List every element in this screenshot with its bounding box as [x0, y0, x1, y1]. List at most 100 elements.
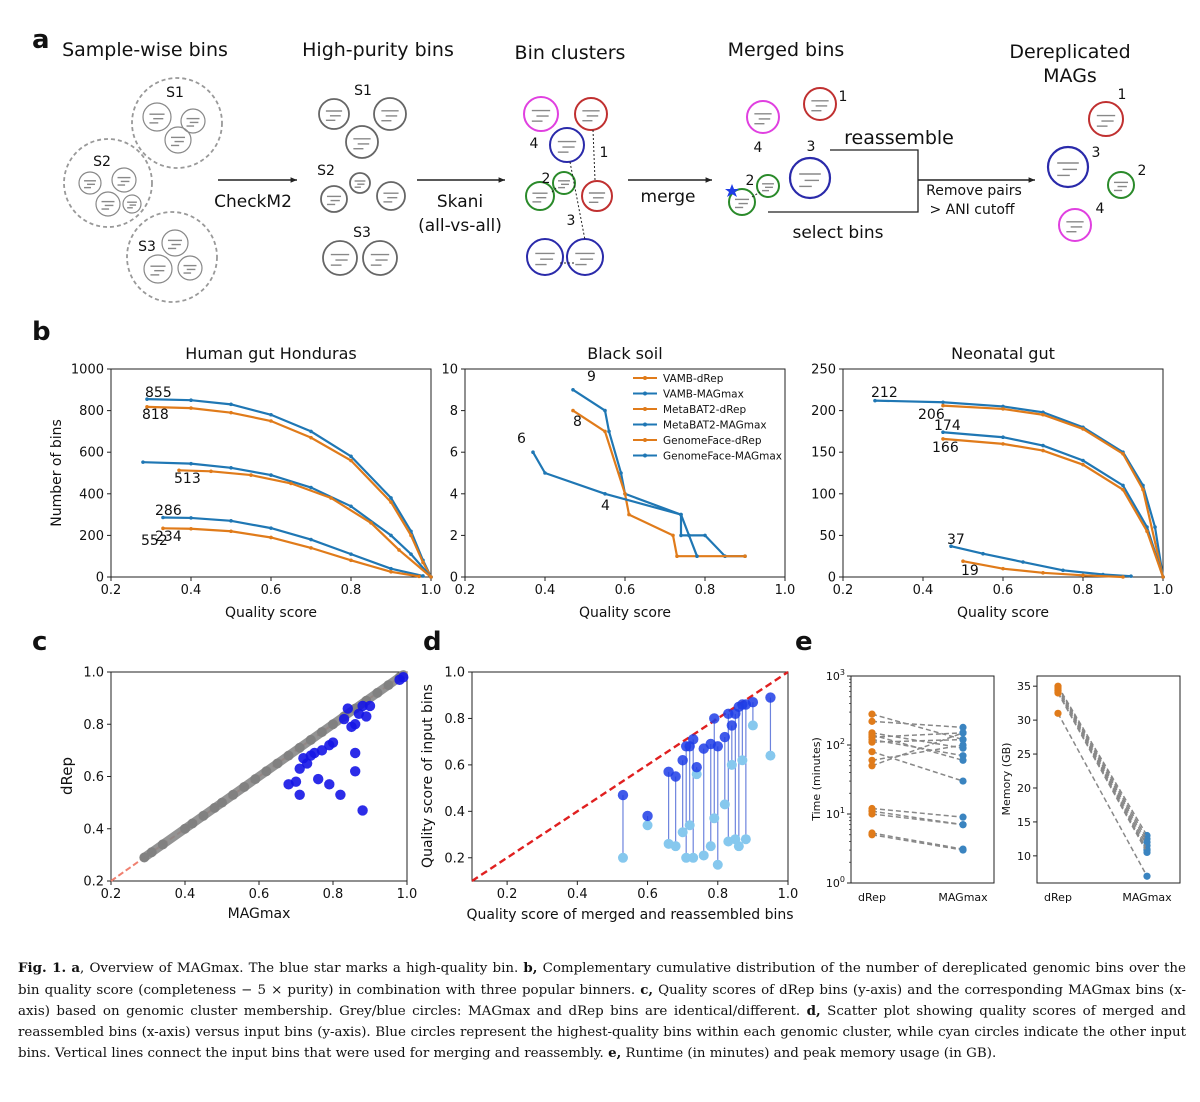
series-point-MetaBAT2-dRep	[1161, 575, 1165, 579]
series-point-MetaBAT2-MAGmax	[189, 461, 193, 466]
series-point-GenomeFace-dRep	[309, 546, 313, 550]
memory-pair-line	[1057, 685, 1148, 836]
point-identical	[272, 758, 283, 769]
series-point-VAMB-dRep	[229, 410, 233, 415]
bin-circle	[549, 127, 585, 163]
series-point-VAMB-MAGmax	[145, 397, 149, 401]
bin	[349, 172, 371, 194]
time-pair-line	[871, 732, 964, 749]
time-point-drep	[868, 710, 876, 718]
series-point-GenomeFace-MAGmax	[949, 544, 953, 549]
y-tick-label: 0.8	[444, 712, 465, 727]
series-point-GenomeFace-dRep	[961, 559, 965, 563]
mag-bin-green	[1107, 171, 1135, 199]
series-point-GenomeFace-MAGmax	[1061, 568, 1065, 573]
subplot-title-b-1: Black soil	[587, 344, 662, 363]
annotation-b2-1: 206	[918, 407, 945, 423]
series-point-MetaBAT2-MAGmax	[229, 466, 233, 470]
series-point-VAMB-MAGmax	[703, 533, 707, 538]
series-point-VAMB-dRep	[571, 408, 575, 413]
legend-label-VAMB-dRep: VAMB-dRep	[663, 373, 724, 385]
point-different	[350, 766, 361, 777]
caption-part-e-text: Runtime (in minutes) and peak memory usa…	[621, 1046, 997, 1061]
arrow-head	[290, 177, 297, 183]
cluster-bin-pink	[523, 96, 559, 132]
y-tick-label: 0	[96, 571, 104, 586]
bin-circle	[523, 96, 559, 132]
point-other-input	[712, 859, 723, 870]
panel-a: a Sample-wise bins High-purity bins Bin clu…	[32, 25, 1146, 303]
point-identical	[239, 781, 250, 792]
bin-circle	[143, 254, 173, 284]
bin-circle	[373, 97, 407, 131]
point-identical	[383, 680, 394, 691]
stage-label-mags: MAGs	[1043, 65, 1097, 87]
series-point-MetaBAT2-dRep	[209, 469, 213, 474]
series-point-VAMB-dRep	[1001, 407, 1005, 411]
x-tick-label: 0.4	[175, 887, 196, 902]
merged-bin-green-2	[756, 174, 780, 198]
annotation-b1-1: 8	[573, 414, 582, 430]
series-point-MetaBAT2-dRep	[397, 548, 401, 552]
y-tick-label: 10	[441, 363, 458, 378]
series-line-MetaBAT2-dRep	[178, 469, 432, 578]
point-different	[290, 776, 302, 787]
y-tick-label: 0.4	[83, 822, 104, 837]
y-tick-label: 800	[79, 404, 104, 419]
x-tick-label: 0.2	[833, 583, 854, 598]
bin	[320, 185, 348, 213]
panel-e-letter: e	[795, 627, 813, 657]
arrow-head	[705, 177, 712, 183]
arrow-remove-pairs	[918, 177, 1035, 183]
legend-marker-GenomeFace-dRep	[643, 438, 647, 442]
series-point-VAMB-dRep	[675, 554, 679, 558]
legend-label-GenomeFace-MAGmax: GenomeFace-MAGmax	[663, 451, 782, 463]
subplot-e-memory: 10 15 20 25 30 35	[1017, 675, 1181, 884]
mag-id-4: 4	[1096, 201, 1105, 217]
panel-d-letter: d	[423, 627, 442, 657]
caption-part-c-label: c,	[640, 981, 654, 998]
point-highest-quality	[709, 713, 720, 724]
series-point-GenomeFace-MAGmax	[695, 554, 699, 558]
memory-pair-line	[1057, 689, 1148, 847]
bin-circle	[1107, 171, 1135, 199]
point-other-input	[617, 852, 628, 863]
y-tick-label: 101	[826, 806, 845, 821]
time-pair-line	[871, 810, 964, 826]
point-other-input	[642, 820, 653, 831]
step-remove-pairs: Remove pairs	[926, 183, 1022, 199]
point-different	[357, 700, 368, 712]
series-point-VAMB-MAGmax	[619, 471, 623, 475]
series-point-VAMB-MAGmax	[269, 412, 273, 417]
series-point-VAMB-MAGmax	[603, 408, 607, 413]
series-point-VAMB-dRep	[941, 403, 945, 408]
series-point-MetaBAT2-dRep	[1145, 529, 1149, 534]
series-point-GenomeFace-MAGmax	[161, 515, 165, 520]
x-tick-label-drep-time: dRep	[858, 891, 886, 904]
sample-label-s2: S2	[93, 154, 111, 170]
bin-circle	[78, 171, 102, 195]
step-merge: merge	[641, 187, 696, 207]
series-line-VAMB-dRep	[146, 405, 432, 578]
bin	[180, 108, 206, 134]
y-axis-label-b: Number of bins	[49, 419, 65, 527]
cluster-bin-red-1	[574, 97, 608, 131]
bin-circle	[376, 181, 406, 211]
series-point-VAMB-dRep	[627, 512, 631, 517]
legend-marker-MetaBAT2-MAGmax	[643, 422, 647, 427]
y-tick-label: 25	[1017, 748, 1031, 761]
y-tick-label: 200	[79, 529, 104, 544]
y-tick-label: 250	[811, 363, 836, 378]
series-point-MetaBAT2-dRep	[941, 437, 945, 441]
y-tick-label: 400	[79, 487, 104, 502]
series-point-VAMB-MAGmax	[389, 496, 393, 500]
x-tick-label: 0.2	[455, 583, 476, 598]
step-reassemble: reassemble	[844, 127, 954, 149]
y-tick-label: 0.8	[83, 718, 104, 733]
series-point-VAMB-dRep	[1121, 452, 1125, 456]
time-point-magmax	[959, 813, 967, 821]
y-tick-label: 0	[828, 571, 836, 586]
series-point-VAMB-dRep	[421, 560, 425, 565]
time-point-magmax	[959, 735, 967, 744]
series-point-VAMB-dRep	[1041, 412, 1045, 417]
